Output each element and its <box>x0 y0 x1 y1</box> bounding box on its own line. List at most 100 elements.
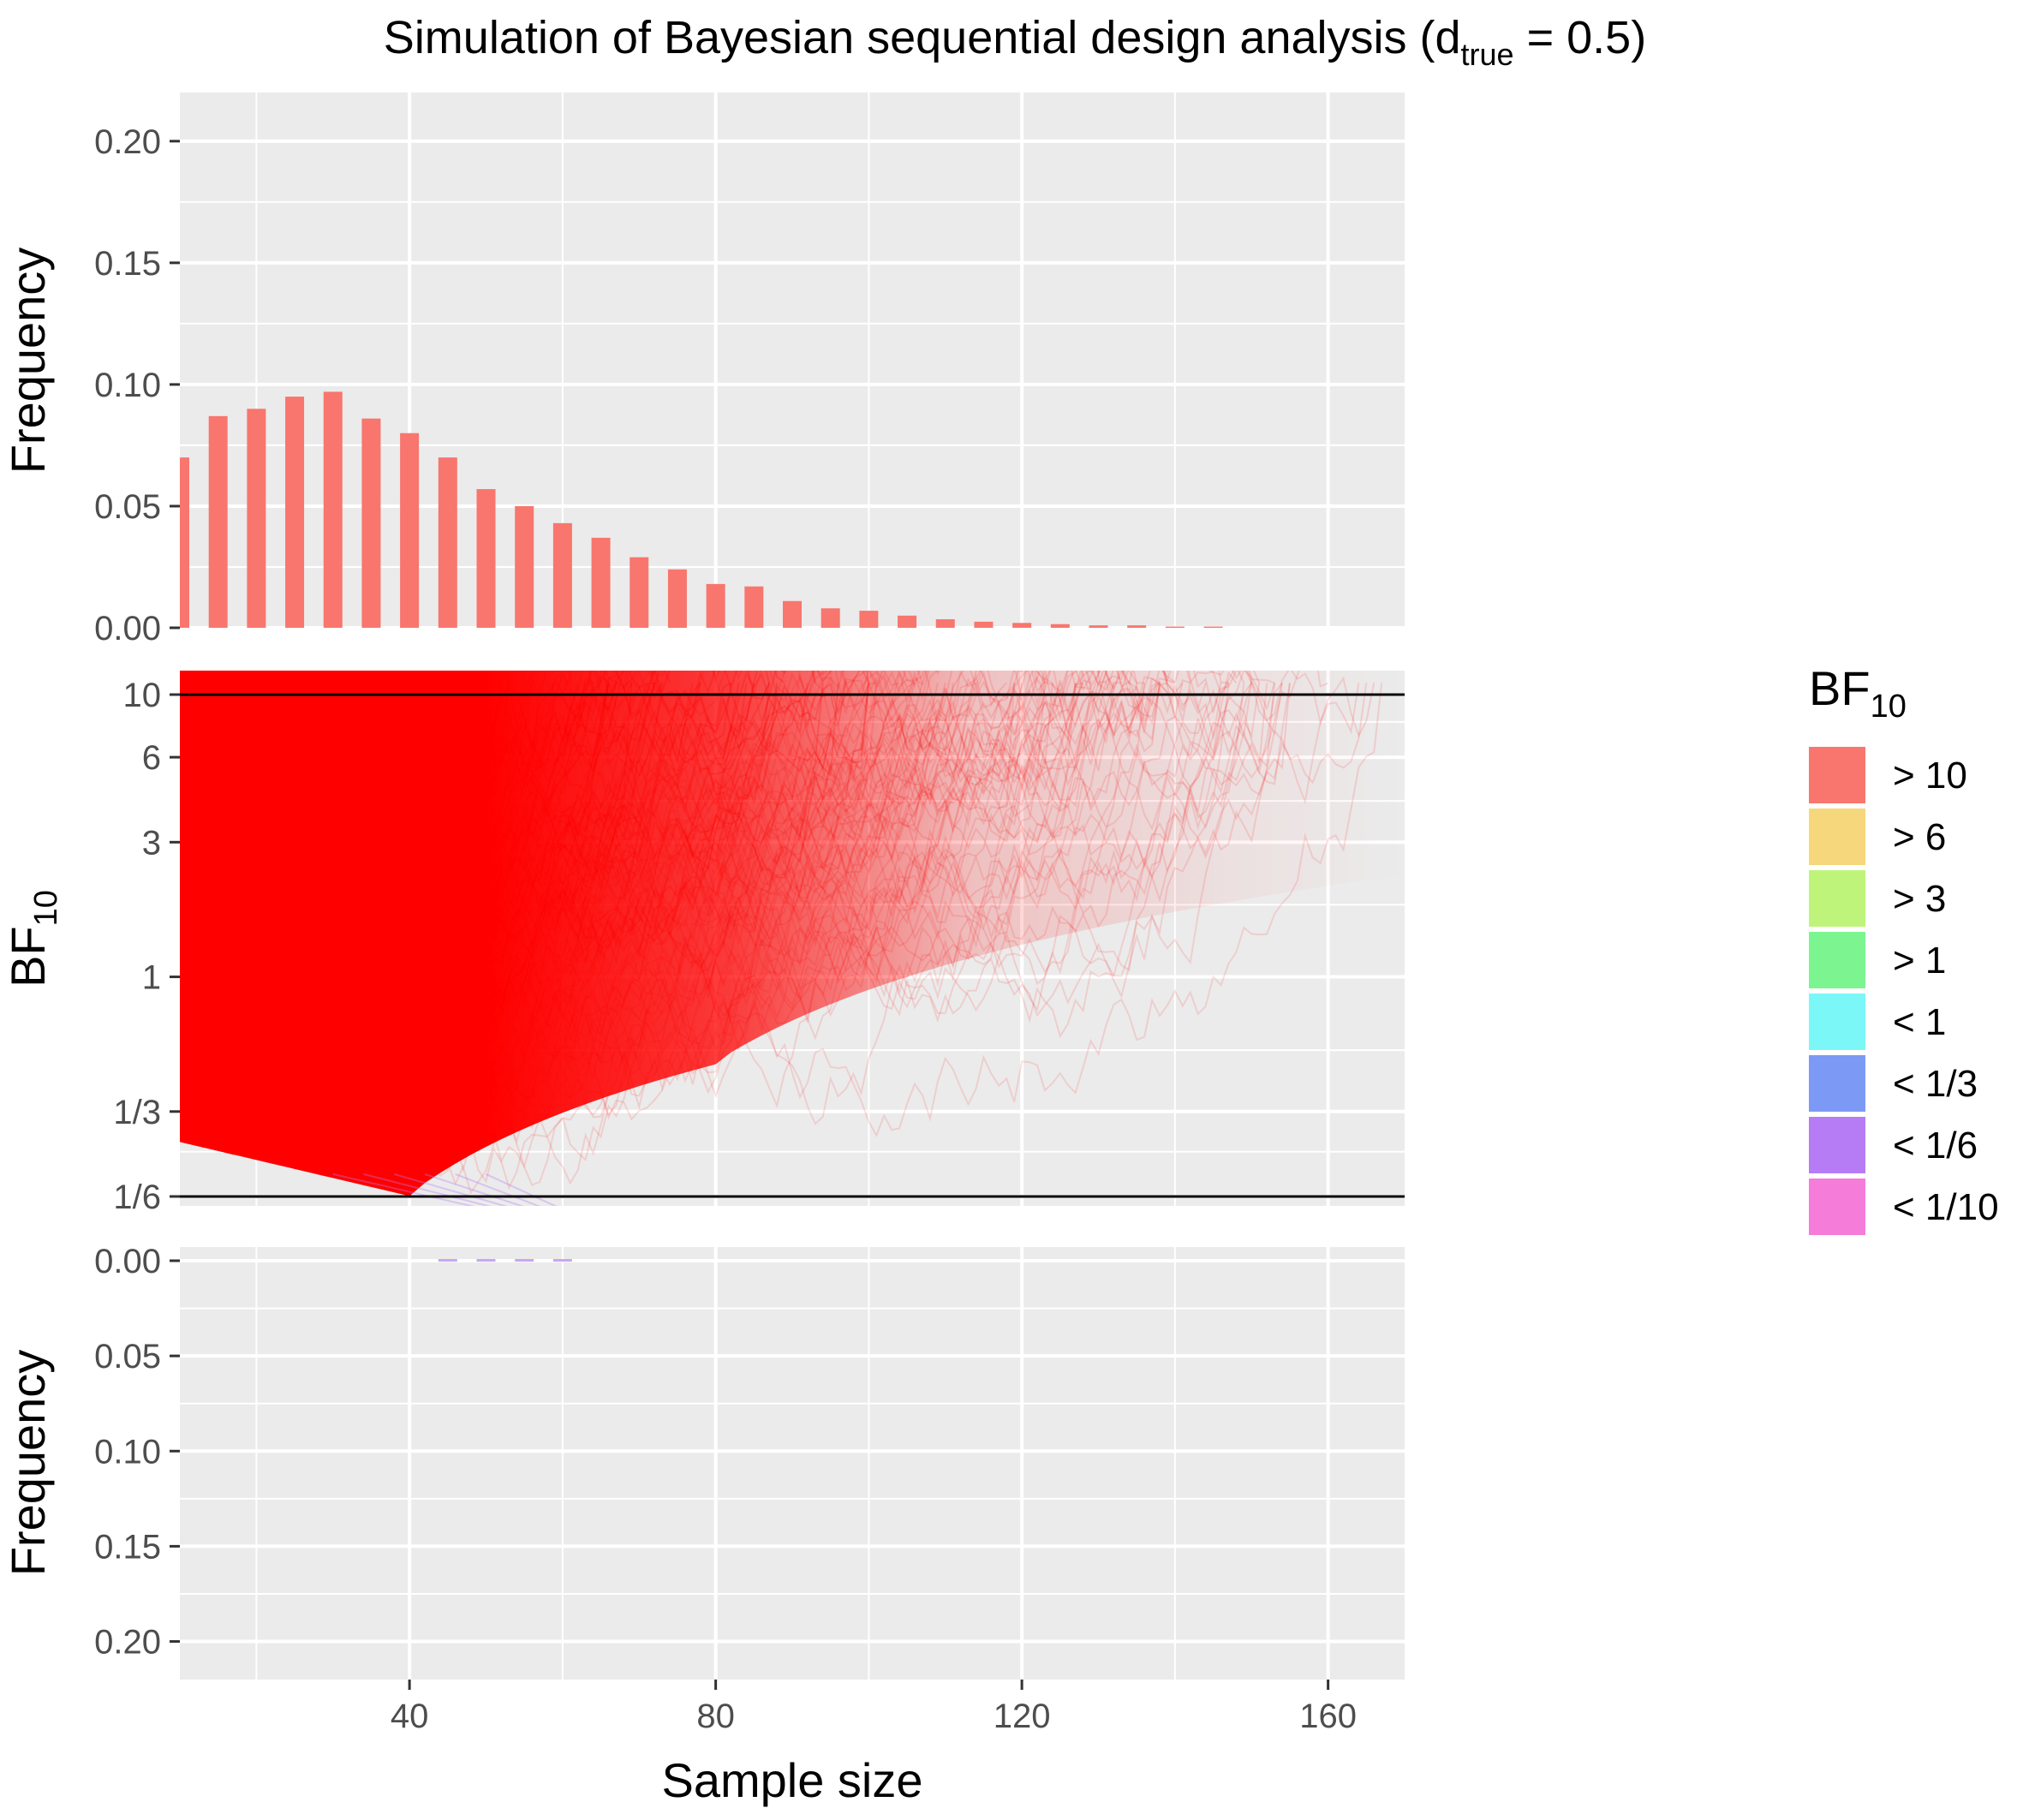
trajectory-line <box>180 683 487 1094</box>
trajectory-line <box>180 671 1084 1062</box>
trajectory-line <box>180 683 633 1127</box>
trajectory-line <box>180 683 1383 1150</box>
trajectory-line <box>180 683 1276 1125</box>
trajectory-line <box>180 683 847 1122</box>
trajectory-line <box>180 683 664 1103</box>
bar-top <box>438 457 457 628</box>
trajectory-line <box>180 683 342 1077</box>
trajectory-line <box>180 683 656 1081</box>
trajectory-line <box>180 671 878 1090</box>
trajectory-line <box>180 675 1161 1066</box>
trajectory-line <box>180 671 1191 1095</box>
trajectory-line-low <box>455 1173 541 1206</box>
top-panel-grid <box>180 92 1405 630</box>
trajectory-line <box>180 671 1046 1195</box>
bar-bottom <box>438 1259 457 1262</box>
legend-label: > 10 <box>1893 755 1967 797</box>
legend-label: < 1/6 <box>1893 1125 1978 1167</box>
bar-top <box>935 619 955 628</box>
legend-key <box>1809 1117 1865 1173</box>
trajectory-line <box>180 671 1176 1164</box>
trajectory-line <box>180 671 1207 1146</box>
trajectory-line <box>180 683 610 1087</box>
bar-top <box>323 391 343 628</box>
bar-top <box>1165 626 1185 628</box>
trajectory-line <box>180 671 1276 1186</box>
y-tick-label: 0.15 <box>94 1528 161 1566</box>
trajectory-line <box>180 682 1023 1074</box>
trajectory-line <box>180 683 701 1141</box>
y-tick-label: 0.05 <box>94 1338 161 1375</box>
trajectory-line <box>180 683 334 1123</box>
trajectory-line <box>180 683 365 1097</box>
trajectory-line <box>180 683 1368 1124</box>
trajectory-line <box>180 683 1061 1143</box>
trajectory-line <box>180 682 418 1113</box>
bottom-panel-bars <box>438 1259 572 1262</box>
trajectory-line <box>180 683 510 1051</box>
trajectory-line <box>180 671 701 1156</box>
x-tick-label: 120 <box>994 1698 1051 1735</box>
trajectory-line <box>180 671 916 1082</box>
trajectory-line <box>180 683 923 1092</box>
trajectory-line <box>180 682 594 1071</box>
bar-top <box>180 457 189 628</box>
trajectory-line <box>180 683 1268 1145</box>
trajectory-line <box>180 683 419 1100</box>
trajectory-line <box>180 683 403 1057</box>
trajectory-line-low <box>332 1173 475 1206</box>
trajectory-line <box>180 671 526 1048</box>
trajectory-line <box>180 683 732 1110</box>
trajectory-line <box>180 683 403 1127</box>
bf-trajectories <box>180 671 1405 1206</box>
trajectory-line <box>180 671 1092 1120</box>
trajectory-line <box>180 671 1046 1158</box>
legend-label: > 1 <box>1893 940 1946 982</box>
y-tick-label: 0.15 <box>94 245 161 283</box>
trajectory-line <box>180 683 610 1107</box>
trajectory-line <box>180 683 349 1076</box>
bar-top <box>898 615 917 628</box>
legend-title-sub: 10 <box>1871 689 1907 725</box>
trajectory-line <box>180 683 1077 1132</box>
trajectory-line <box>180 683 809 1089</box>
trajectory-line <box>180 683 534 1071</box>
trajectory-line <box>180 683 939 1067</box>
trajectory-line <box>180 683 464 1083</box>
trajectory-line <box>180 671 816 1077</box>
trajectory-line <box>180 677 1161 1149</box>
bar-top <box>974 621 994 628</box>
bar-top <box>744 586 764 628</box>
bar-bottom <box>552 1259 572 1262</box>
trajectory-line-low <box>486 1173 558 1206</box>
trajectory-line <box>180 671 457 1052</box>
legend-label: < 1/10 <box>1893 1186 1999 1228</box>
trajectory-line <box>180 683 824 1135</box>
trajectory-line <box>180 673 1007 1116</box>
chart-title: Simulation of Bayesian sequential design… <box>384 12 1646 72</box>
trajectory-line <box>180 677 426 1073</box>
legend-label: < 1 <box>1893 1001 1946 1043</box>
trajectory-line <box>180 683 449 1075</box>
trajectory-line <box>180 683 541 1131</box>
legend-title-main: BF <box>1809 661 1871 715</box>
trajectory-line <box>180 671 900 1054</box>
y-tick-label: 10 <box>123 677 162 714</box>
trajectory-line <box>180 682 771 1085</box>
middle-panel-y-axis: 10 6 3 1 1/3 1/6 <box>113 677 180 1216</box>
trajectory-line <box>180 671 1261 1129</box>
trajectory-line <box>180 683 449 1118</box>
bar-top <box>1203 626 1223 628</box>
bar-top <box>1127 625 1147 628</box>
trajectory-line <box>180 682 418 1065</box>
trajectory-line <box>180 683 656 1089</box>
trajectory-line <box>180 683 1016 1050</box>
trajectory-line <box>180 683 740 1119</box>
trajectory-line <box>180 671 1038 1089</box>
legend-title: BF10 <box>1809 661 1907 725</box>
trajectory-line <box>180 671 1229 1107</box>
y-tick-label: 3 <box>142 824 161 862</box>
top-panel-bg <box>180 92 1405 630</box>
trajectory-line <box>180 683 1046 1146</box>
